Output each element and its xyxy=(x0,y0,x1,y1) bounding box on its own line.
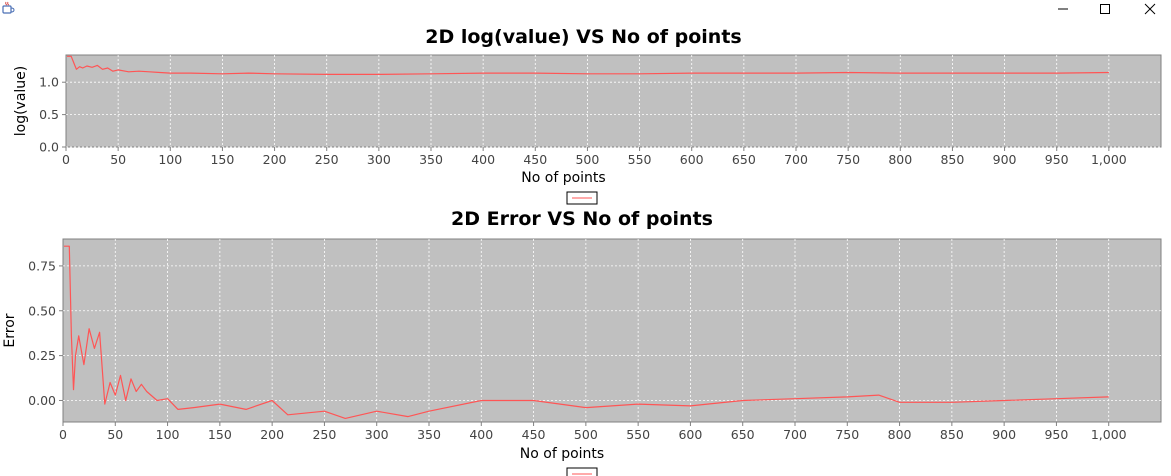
chart2-x-tick-label: 700 xyxy=(783,427,807,442)
chart1-x-tick-label: 600 xyxy=(680,152,704,167)
chart1-x-tick-label: 650 xyxy=(732,152,756,167)
chart2-legend xyxy=(566,467,598,476)
chart1-x-tick-label: 900 xyxy=(993,152,1017,167)
chart2-x-tick-label: 550 xyxy=(626,427,650,442)
chart1-x-tick-label: 750 xyxy=(836,152,860,167)
chart1-plot-area xyxy=(65,54,1162,148)
chart2-y-tick-label: 0.00 xyxy=(28,393,56,408)
chart2-x-tick-label: 150 xyxy=(208,427,232,442)
chart2-x-tick-label: 500 xyxy=(574,427,598,442)
chart1-y-tick-label: 0.0 xyxy=(39,140,59,155)
chart1-y-tick-label: 0.5 xyxy=(39,107,59,122)
chart2-x-tick-label: 900 xyxy=(992,427,1016,442)
chart2-legend-box xyxy=(566,467,598,476)
minimize-button[interactable] xyxy=(1043,0,1083,18)
chart1-x-tick-label: 0 xyxy=(62,152,70,167)
chart1-x-tick-label: 350 xyxy=(419,152,443,167)
chart2-y-tick-label: 0.50 xyxy=(28,303,56,318)
chart2-x-tick-label: 600 xyxy=(678,427,702,442)
chart1-x-axis-label: No of points xyxy=(521,170,605,186)
chart2-x-tick-label: 1,000 xyxy=(1091,427,1127,442)
chart2-y-tick-label: 0.75 xyxy=(28,258,56,273)
chart1-x-tick-label: 1,000 xyxy=(1091,152,1127,167)
chart1-x-tick-label: 950 xyxy=(1045,152,1069,167)
chart1-series-line xyxy=(67,55,1109,76)
chart2-x-tick-label: 0 xyxy=(59,427,67,442)
chart2-group: 2D Error VS No of points 0 50 100 150 200 250 3… xyxy=(2,208,1162,476)
chart1-x-tick-label: 50 xyxy=(110,152,126,167)
chart2-series-line xyxy=(64,245,1109,419)
chart2-x-tick-label: 800 xyxy=(888,427,912,442)
chart2-x-tick-label: 850 xyxy=(940,427,964,442)
chart2-x-tick-label: 300 xyxy=(365,427,389,442)
chart1-x-tick-label: 700 xyxy=(784,152,808,167)
chart2-x-axis-label: No of points xyxy=(520,446,604,462)
chart2-x-tick-label: 400 xyxy=(469,427,493,442)
chart2-y-axis-label: Error xyxy=(2,313,18,347)
maximize-icon xyxy=(1100,4,1110,14)
chart1-x-tick-label: 150 xyxy=(210,152,234,167)
java-cup-icon xyxy=(1,0,15,14)
chart2-x-tick-label: 750 xyxy=(835,427,859,442)
chart1-x-tick-label: 800 xyxy=(888,152,912,167)
chart1-x-tick-label: 400 xyxy=(471,152,495,167)
minimize-icon xyxy=(1058,8,1068,10)
chart1-x-tick-label: 850 xyxy=(940,152,964,167)
chart2-plot-area xyxy=(62,238,1162,423)
window-titlebar xyxy=(0,0,1171,18)
chart2-x-tick-label: 350 xyxy=(417,427,441,442)
close-icon xyxy=(1144,3,1156,15)
chart2-x-tick-label: 100 xyxy=(156,427,180,442)
chart1-x-tick-label: 450 xyxy=(523,152,547,167)
chart1-title: 2D log(value) VS No of points xyxy=(425,26,741,48)
chart1-x-tick-label: 250 xyxy=(315,152,339,167)
chart1-legend xyxy=(566,191,598,205)
chart1-x-tick-label: 550 xyxy=(628,152,652,167)
chart2-x-tick-label: 200 xyxy=(260,427,284,442)
chart2-x-tick-label: 50 xyxy=(107,427,123,442)
chart1-x-tick-label: 100 xyxy=(158,152,182,167)
chart2-x-tick-label: 650 xyxy=(731,427,755,442)
close-button[interactable] xyxy=(1130,0,1170,18)
chart2-title: 2D Error VS No of points xyxy=(451,208,713,230)
chart2-x-tick-label: 450 xyxy=(522,427,546,442)
chart1-y-tick-label: 1.0 xyxy=(39,75,59,90)
chart1-group: 2D log(value) VS No of points 0 50 100 150 20… xyxy=(13,26,1162,205)
chart1-x-tick-label: 500 xyxy=(575,152,599,167)
chart2-x-tick-label: 250 xyxy=(312,427,336,442)
maximize-button[interactable] xyxy=(1085,0,1125,18)
chart1-y-axis-label: log(value) xyxy=(13,66,29,137)
chart2-y-tick-label: 0.25 xyxy=(28,348,56,363)
chart1-x-tick-label: 200 xyxy=(263,152,287,167)
chart1-x-tick-label: 300 xyxy=(367,152,391,167)
chart2-x-tick-label: 950 xyxy=(1044,427,1068,442)
